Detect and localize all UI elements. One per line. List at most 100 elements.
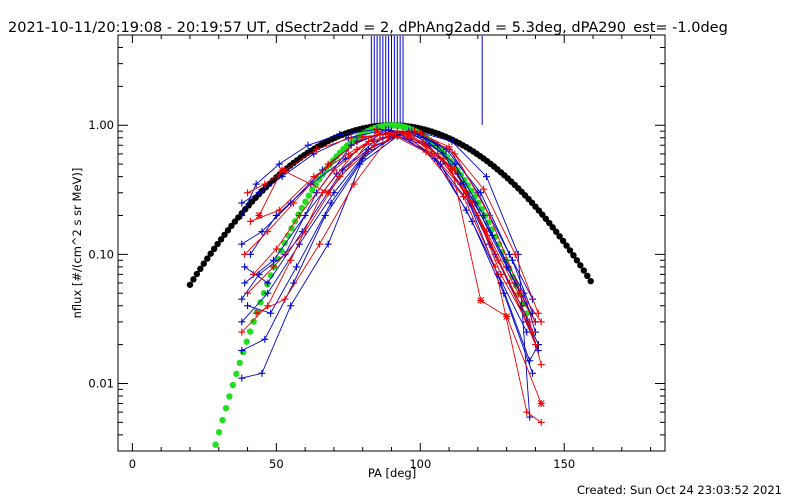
data-point <box>324 160 332 168</box>
data-point <box>281 295 289 303</box>
fit-point <box>488 226 496 233</box>
data-point <box>241 250 249 258</box>
marker-d2 <box>373 127 381 135</box>
fit-point <box>563 242 570 249</box>
data-point <box>324 240 332 248</box>
fit-point <box>584 272 591 279</box>
data-point <box>434 150 442 158</box>
data-point <box>267 309 275 317</box>
fit-point <box>193 270 201 278</box>
fit-point <box>246 328 254 335</box>
chart-title: 2021-10-11/20:19:08 - 20:19:57 UT, dSect… <box>8 20 728 36</box>
data-point <box>344 150 352 158</box>
data-point <box>269 256 277 264</box>
data-point <box>370 141 378 149</box>
series-13 <box>244 129 539 349</box>
fit-point <box>577 262 584 269</box>
fit-point <box>570 252 577 259</box>
data-point <box>477 189 485 197</box>
fit-point <box>221 231 228 238</box>
fit-point <box>267 272 275 279</box>
fit-point <box>217 236 225 243</box>
data-point <box>272 245 280 253</box>
series-line <box>241 133 542 423</box>
data-point <box>244 189 252 197</box>
fit-point <box>573 257 581 264</box>
data-point <box>517 289 525 297</box>
data-point <box>405 130 413 138</box>
marker-d2 <box>255 212 263 219</box>
data-point <box>269 263 277 271</box>
fit-point <box>190 276 197 283</box>
fit-point <box>215 429 223 436</box>
fit-point <box>552 228 560 235</box>
data-point <box>264 289 272 297</box>
fit-point <box>222 404 230 412</box>
data-point <box>350 180 358 188</box>
data-point <box>252 309 260 317</box>
data-point <box>511 250 519 258</box>
fit-point <box>212 441 219 448</box>
data-point <box>459 193 467 201</box>
pa-marks <box>370 36 483 125</box>
fit-point <box>260 289 268 297</box>
data-point <box>275 206 283 214</box>
data-point <box>529 369 537 377</box>
data-point <box>468 199 476 207</box>
data-series <box>238 125 545 426</box>
data-point <box>241 279 249 287</box>
marker-d2 <box>278 166 286 174</box>
data-point <box>356 160 364 168</box>
x-tick-label: 0 <box>129 457 136 471</box>
fit-point <box>204 255 211 262</box>
fit-point <box>233 370 240 378</box>
data-point <box>304 141 312 149</box>
data-point <box>416 128 424 136</box>
data-point <box>278 173 286 181</box>
data-point <box>313 145 321 153</box>
data-point <box>330 166 338 174</box>
data-point <box>244 289 252 297</box>
marker-d2 <box>503 313 511 320</box>
data-point <box>246 217 254 225</box>
data-point <box>264 228 272 236</box>
x-tick-label: 100 <box>409 457 431 471</box>
data-point <box>483 173 491 181</box>
data-point <box>278 166 286 174</box>
data-point <box>249 270 257 278</box>
data-point <box>287 302 295 310</box>
fit-point <box>542 215 550 222</box>
data-point <box>295 211 303 219</box>
data-point <box>500 289 508 297</box>
x-axis-label: PA [deg] <box>368 466 416 480</box>
fit-curve-0 <box>186 122 594 288</box>
data-point <box>537 399 545 407</box>
fit-point <box>302 198 309 205</box>
data-point <box>238 318 246 326</box>
fit-point <box>309 186 316 194</box>
y-tick-label: 1.00 <box>88 118 114 132</box>
data-point <box>491 263 499 271</box>
data-point <box>448 165 456 173</box>
axes: 0 50 100 150 0.01 0.10 1.00 <box>88 34 665 471</box>
fit-point <box>549 224 556 231</box>
marker-d2 <box>324 189 332 197</box>
series-line <box>256 131 542 323</box>
fit-point <box>559 237 567 245</box>
series-16 <box>252 128 545 326</box>
fit-point <box>229 381 237 389</box>
data-point <box>537 418 545 426</box>
data-point <box>238 328 246 336</box>
fit-point <box>228 222 235 230</box>
data-point <box>537 318 545 326</box>
data-point <box>523 408 531 416</box>
data-point <box>272 211 280 219</box>
data-point <box>287 256 295 264</box>
data-point <box>485 211 493 219</box>
data-point <box>451 150 459 158</box>
fit-point <box>587 277 594 285</box>
fit-point <box>298 204 306 212</box>
fit-point <box>478 205 485 213</box>
fit-point <box>295 211 302 218</box>
